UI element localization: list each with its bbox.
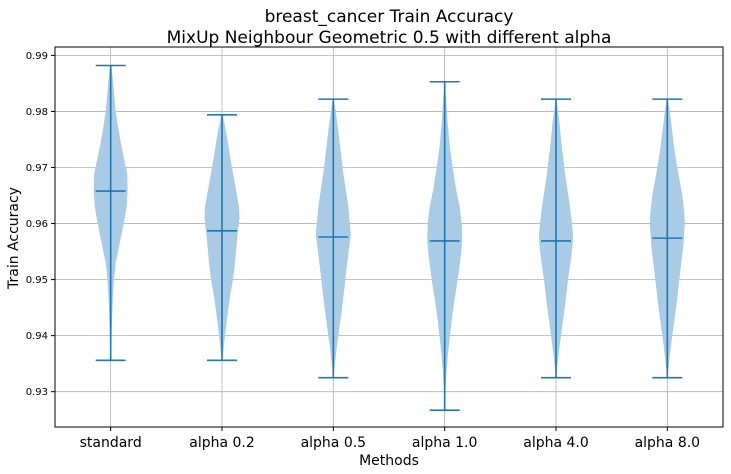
violin-stat-lines [95,64,683,411]
x-tick-label: alpha 8.0 [635,435,701,451]
x-tick-label: standard [80,435,142,451]
x-tick-label: alpha 0.2 [189,435,255,451]
x-tick-label: alpha 4.0 [523,435,589,451]
y-tick-label: 0.96 [26,219,48,230]
x-axis-ticks: standard alpha 0.2 alpha 0.5 alpha 1.0 alpha… [80,427,700,451]
x-axis-label: Methods [359,453,419,469]
y-tick-label: 0.98 [26,107,48,118]
chart-subtitle: MixUp Neighbour Geometric 0.5 with diffe… [167,28,612,48]
y-tick-label: 0.99 [26,51,48,62]
chart-title: breast_cancer Train Accuracy [265,7,514,27]
y-tick-label: 0.95 [26,275,48,286]
y-tick-label: 0.94 [26,331,48,342]
y-axis-label: Train Accuracy [6,187,22,290]
x-tick-label: alpha 0.5 [301,435,367,451]
y-axis-ticks: 0.93 0.94 0.95 0.96 0.97 0.98 0.99 [26,51,55,398]
y-tick-label: 0.97 [26,163,48,174]
plot-area-frame [54,46,724,428]
x-tick-label: alpha 1.0 [412,435,478,451]
y-tick-label: 0.93 [26,387,48,398]
